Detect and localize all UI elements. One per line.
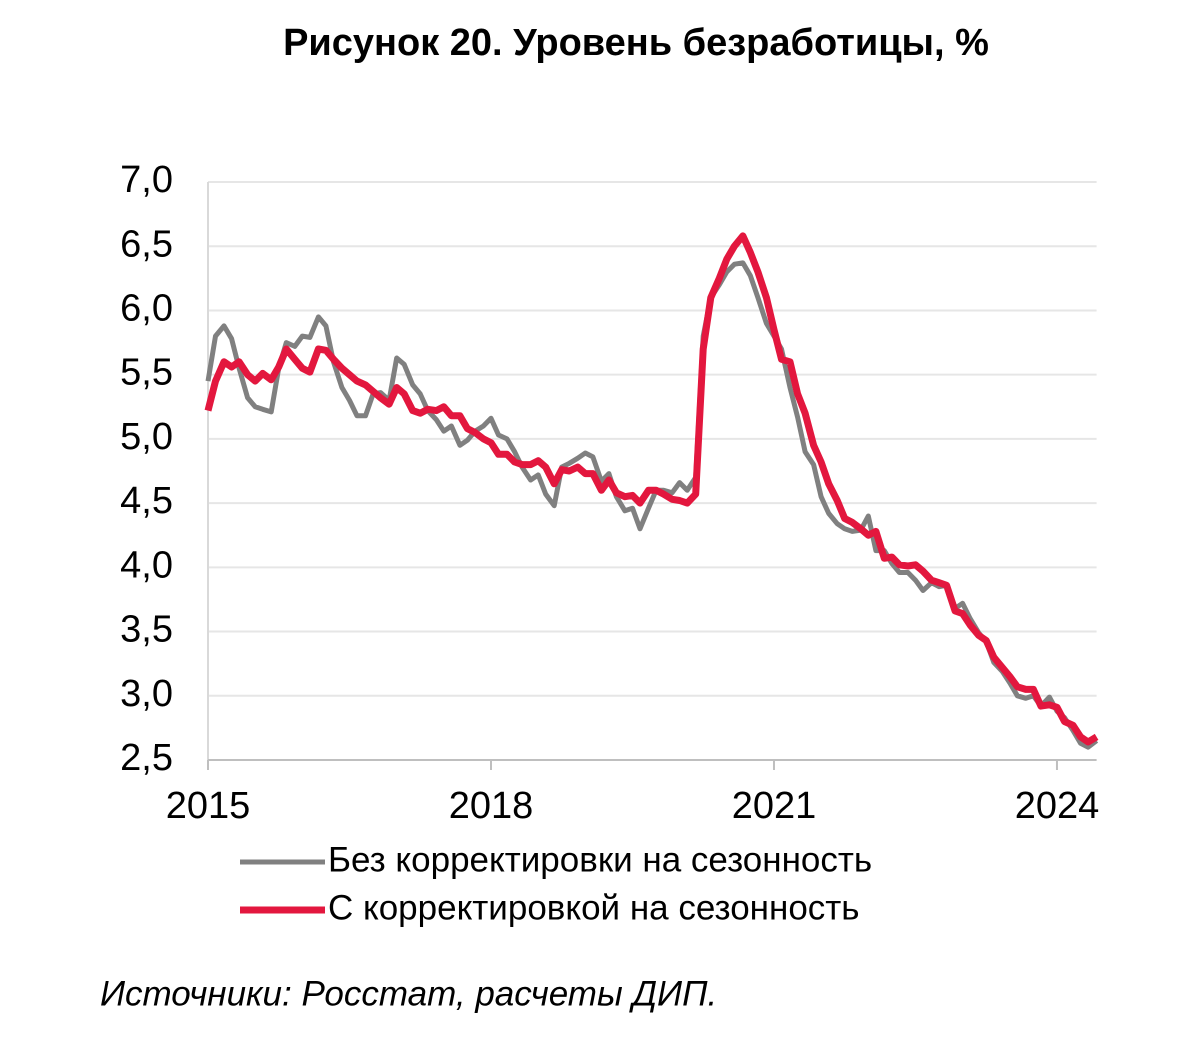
legend-label: Без корректировки на сезонность bbox=[328, 840, 872, 879]
y-tick-label: 3,5 bbox=[120, 609, 173, 651]
x-tick-label: 2015 bbox=[166, 785, 251, 827]
y-tick-label: 4,0 bbox=[120, 544, 173, 586]
y-tick-label: 4,5 bbox=[120, 480, 173, 522]
y-tick-label: 3,0 bbox=[120, 673, 173, 715]
x-tick-label: 2018 bbox=[449, 785, 534, 827]
x-tick-label: 2024 bbox=[1015, 785, 1100, 827]
y-tick-label: 6,5 bbox=[120, 223, 173, 265]
y-tick-label: 5,5 bbox=[120, 352, 173, 394]
x-tick-label: 2021 bbox=[732, 785, 817, 827]
y-tick-label: 5,0 bbox=[120, 416, 173, 458]
chart-title: Рисунок 20. Уровень безработицы, % bbox=[283, 22, 989, 64]
source-note: Источники: Росстат, расчеты ДИП. bbox=[100, 974, 717, 1013]
y-tick-label: 2,5 bbox=[120, 737, 173, 779]
series-line bbox=[205, 260, 1099, 750]
y-tick-label: 6,0 bbox=[120, 287, 173, 329]
series-line bbox=[204, 232, 1099, 746]
y-tick-label: 7,0 bbox=[120, 159, 173, 201]
legend-label: С корректировкой на сезонность bbox=[328, 888, 860, 927]
